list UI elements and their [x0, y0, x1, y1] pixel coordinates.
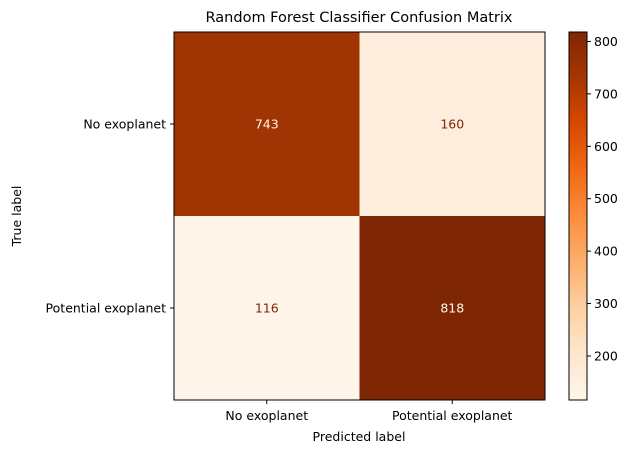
- cell-value-label: 818: [440, 301, 464, 316]
- colorbar-tick-label: 600: [594, 139, 618, 154]
- cell-value-label: 160: [440, 117, 464, 132]
- y-axis-ticks: No exoplanet Potential exoplanet: [46, 117, 174, 316]
- colorbar-tick-label: 300: [594, 296, 618, 311]
- x-tick-label: Potential exoplanet: [392, 408, 513, 423]
- cell-value-label: 116: [255, 301, 279, 316]
- x-axis-label: Predicted label: [313, 429, 406, 444]
- matrix-cells: [174, 32, 546, 401]
- matrix-cell-0-1: [359, 32, 546, 217]
- y-tick-label: No exoplanet: [83, 117, 166, 132]
- matrix-cell-1-1: [359, 216, 546, 401]
- chart-title: Random Forest Classifier Confusion Matri…: [206, 10, 513, 26]
- colorbar-tick-label: 700: [594, 86, 618, 101]
- colorbar-tick-label: 500: [594, 191, 618, 206]
- y-tick-label: Potential exoplanet: [46, 301, 167, 316]
- y-axis-label: True label: [9, 186, 24, 248]
- colorbar-ticks: 200 300 400 500 600 700 800: [587, 34, 618, 363]
- matrix-cell-labels: 743 160 116 818: [255, 117, 464, 316]
- x-axis-ticks: No exoplanet Potential exoplanet: [225, 400, 513, 423]
- colorbar-tick-label: 400: [594, 244, 618, 259]
- colorbar-tick-label: 200: [594, 348, 618, 363]
- cell-value-label: 743: [255, 117, 279, 132]
- plot-frame: [173, 31, 546, 401]
- matrix-cell-0-0: [174, 32, 360, 217]
- matrix-cell-1-0: [174, 216, 360, 401]
- colorbar-tick-label: 800: [594, 34, 618, 49]
- colorbar: [568, 31, 588, 401]
- x-tick-label: No exoplanet: [225, 408, 308, 423]
